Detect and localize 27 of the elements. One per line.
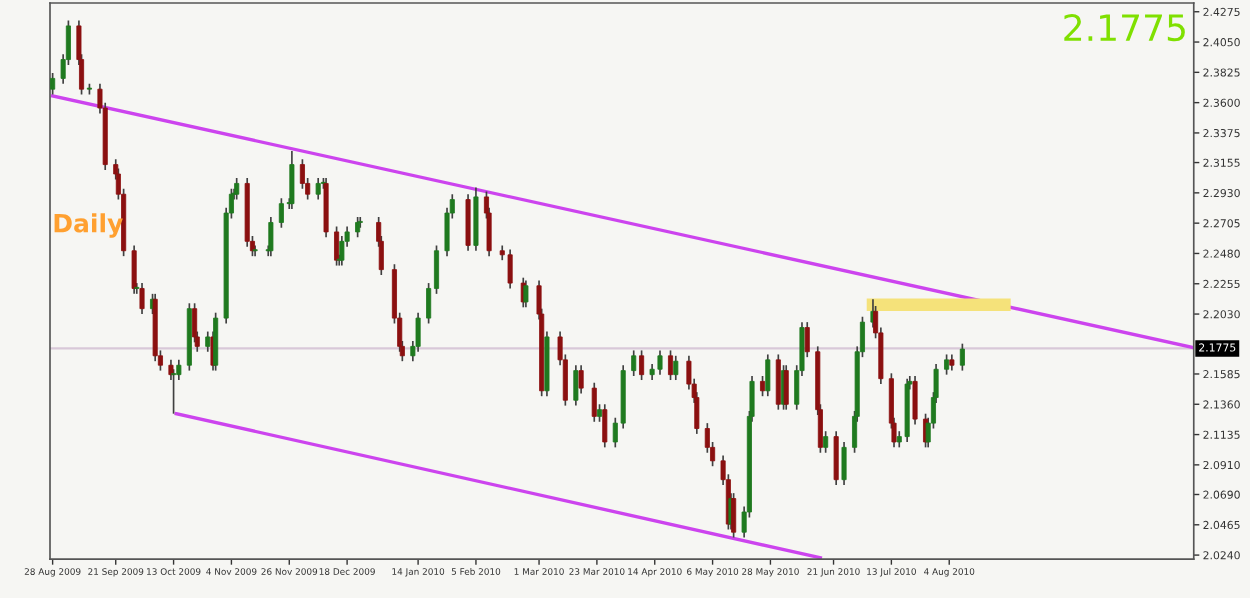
candlestick	[673, 354, 679, 381]
candlestick	[823, 430, 829, 454]
candlestick	[760, 375, 766, 398]
candlestick	[278, 197, 284, 229]
candlestick	[775, 353, 781, 411]
candlestick	[591, 381, 597, 423]
candlestick	[139, 282, 145, 315]
candlestick	[315, 177, 321, 201]
candlestick	[912, 375, 918, 426]
candlestick	[639, 349, 645, 381]
candlestick	[833, 430, 839, 486]
candlestick	[657, 349, 663, 376]
annotation: 2.1775	[1064, 13, 1185, 42]
candlestick	[415, 311, 421, 353]
candlestick	[50, 72, 56, 96]
candlestick	[176, 359, 182, 381]
candlestick	[465, 193, 471, 252]
candlestick	[631, 349, 637, 377]
candlestick	[765, 353, 771, 398]
candlestick	[602, 403, 608, 449]
candlestick	[507, 248, 513, 290]
candlestick	[841, 441, 847, 486]
candlestick	[171, 368, 177, 415]
candlestick	[667, 349, 674, 381]
candlestick	[573, 364, 579, 407]
candlestick	[959, 342, 965, 372]
candlestick	[944, 353, 950, 376]
